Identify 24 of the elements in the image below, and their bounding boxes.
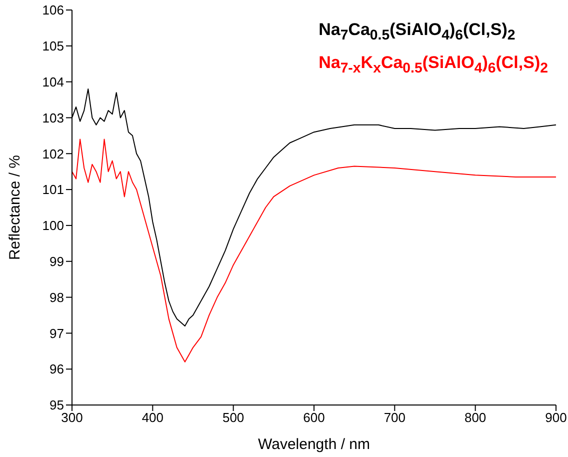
y-tick-label: 96	[50, 362, 64, 377]
y-tick-label: 101	[42, 182, 64, 198]
x-tick-label: 500	[222, 410, 244, 426]
y-tick-label: 99	[50, 254, 64, 269]
x-tick-label: 700	[384, 410, 406, 426]
y-tick-label: 102	[42, 146, 64, 162]
x-tick-label: 900	[545, 410, 567, 426]
y-tick-label: 100	[42, 218, 64, 234]
y-tick-label: 104	[42, 74, 64, 90]
line-series	[72, 138, 556, 362]
x-axis-title: Wavelength / nm	[258, 436, 370, 453]
y-tick-label: 98	[50, 290, 64, 305]
x-tick-label: 400	[142, 410, 164, 426]
x-tick-label: 600	[303, 410, 325, 426]
y-axis-title: Reflectance / %	[6, 154, 24, 260]
text: Na$_{7-x}$K$_{x}$Ca$_{0.5}$(SiAlO$_{4}$)$_{6}$(Cl,S)$_{2}$	[318, 53, 548, 77]
y-tick-label: 103	[42, 110, 64, 126]
y-tick-label: 97	[50, 326, 64, 341]
x-tick-label: 300	[61, 410, 83, 426]
text: Na$_{7}$Ca$_{0.5}$(SiAlO$_{4}$)$_{6}$(Cl,S)$_{2}$	[318, 20, 516, 44]
y-tick-label: 95	[50, 398, 64, 413]
x-tick-label: 800	[464, 410, 486, 426]
y-tick-label: 106	[42, 2, 64, 18]
y-tick-label: 105	[42, 38, 64, 54]
